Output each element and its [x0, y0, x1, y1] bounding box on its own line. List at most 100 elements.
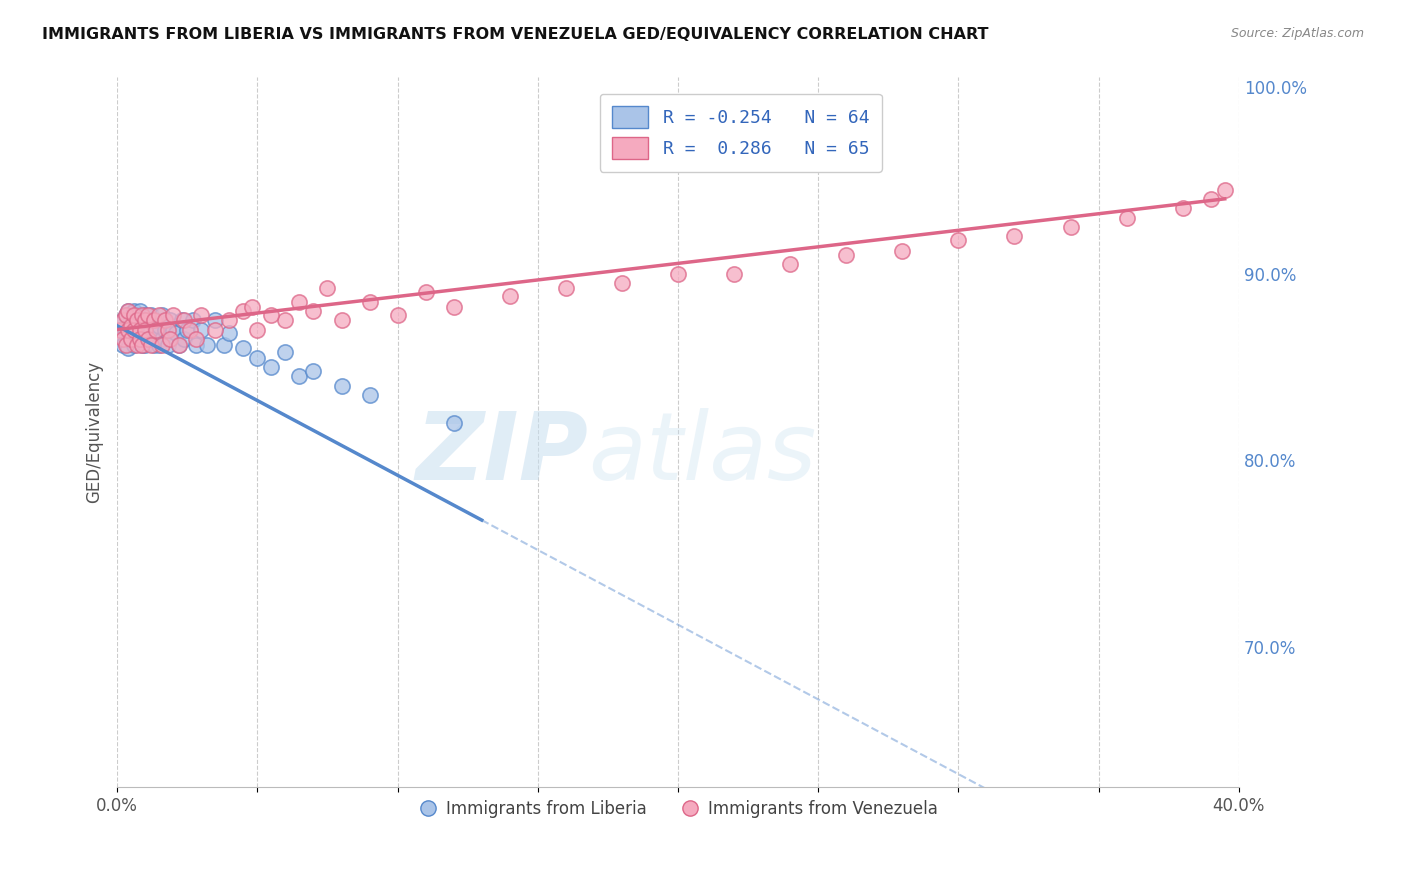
Point	[145, 322, 167, 336]
Point	[165, 326, 187, 341]
Point	[246, 322, 269, 336]
Point	[190, 322, 212, 336]
Point	[117, 304, 139, 318]
Point	[156, 322, 179, 336]
Point	[128, 332, 150, 346]
Point	[117, 322, 139, 336]
Point	[136, 308, 159, 322]
Point	[114, 322, 136, 336]
Point	[125, 326, 148, 341]
Point	[117, 322, 139, 336]
Point	[212, 337, 235, 351]
Point	[122, 304, 145, 318]
Point	[120, 332, 142, 346]
Point	[162, 322, 184, 336]
Point	[288, 369, 311, 384]
Point	[666, 267, 689, 281]
Point	[167, 337, 190, 351]
Point	[162, 308, 184, 322]
Point	[111, 313, 134, 327]
Point	[122, 337, 145, 351]
Point	[1213, 182, 1236, 196]
Point	[153, 313, 176, 327]
Point	[723, 267, 745, 281]
Point	[128, 322, 150, 336]
Point	[134, 313, 156, 327]
Point	[120, 318, 142, 333]
Point	[117, 304, 139, 318]
Point	[204, 313, 226, 327]
Point	[387, 308, 409, 322]
Point	[108, 332, 131, 346]
Point	[128, 318, 150, 333]
Point	[134, 308, 156, 322]
Y-axis label: GED/Equivalency: GED/Equivalency	[86, 361, 103, 503]
Point	[891, 244, 914, 259]
Point	[218, 326, 240, 341]
Text: Source: ZipAtlas.com: Source: ZipAtlas.com	[1230, 27, 1364, 40]
Point	[218, 313, 240, 327]
Point	[134, 337, 156, 351]
Point	[1059, 219, 1081, 234]
Point	[302, 364, 325, 378]
Point	[554, 281, 576, 295]
Point	[134, 322, 156, 336]
Point	[111, 337, 134, 351]
Point	[610, 276, 633, 290]
Point	[274, 345, 297, 359]
Point	[195, 337, 218, 351]
Point	[125, 337, 148, 351]
Point	[150, 332, 173, 346]
Point	[156, 337, 179, 351]
Point	[120, 313, 142, 327]
Point	[443, 300, 465, 314]
Point	[148, 308, 170, 322]
Point	[108, 322, 131, 336]
Point	[415, 285, 437, 300]
Point	[240, 300, 263, 314]
Point	[128, 332, 150, 346]
Point	[139, 322, 162, 336]
Point	[145, 326, 167, 341]
Point	[122, 308, 145, 322]
Point	[114, 337, 136, 351]
Point	[120, 332, 142, 346]
Point	[779, 257, 801, 271]
Point	[111, 332, 134, 346]
Point	[173, 332, 195, 346]
Text: atlas: atlas	[588, 409, 817, 500]
Point	[125, 313, 148, 327]
Point	[330, 313, 353, 327]
Point	[148, 318, 170, 333]
Point	[148, 337, 170, 351]
Point	[150, 337, 173, 351]
Point	[108, 322, 131, 336]
Point	[131, 337, 153, 351]
Point	[260, 359, 283, 374]
Point	[443, 416, 465, 430]
Point	[122, 322, 145, 336]
Point	[835, 248, 858, 262]
Legend: Immigrants from Liberia, Immigrants from Venezuela: Immigrants from Liberia, Immigrants from…	[411, 794, 945, 825]
Point	[142, 313, 165, 327]
Point	[1171, 201, 1194, 215]
Point	[139, 337, 162, 351]
Point	[179, 322, 201, 336]
Point	[176, 322, 198, 336]
Point	[131, 322, 153, 336]
Point	[159, 313, 181, 327]
Point	[150, 308, 173, 322]
Point	[170, 313, 193, 327]
Point	[184, 332, 207, 346]
Point	[359, 388, 381, 402]
Point	[1199, 192, 1222, 206]
Point	[167, 337, 190, 351]
Point	[359, 294, 381, 309]
Point	[136, 313, 159, 327]
Point	[190, 308, 212, 322]
Point	[125, 313, 148, 327]
Point	[173, 313, 195, 327]
Point	[232, 341, 254, 355]
Point	[136, 332, 159, 346]
Point	[274, 313, 297, 327]
